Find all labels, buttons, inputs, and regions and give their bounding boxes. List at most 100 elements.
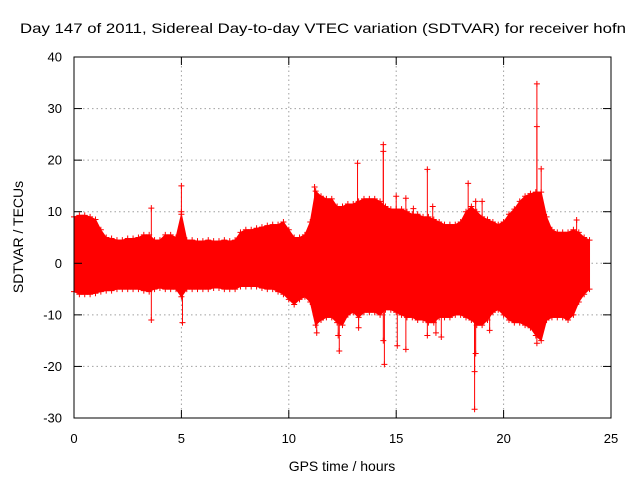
sdtvar-max-marker — [328, 195, 335, 202]
sdtvar-min-marker — [312, 322, 319, 329]
y-tick-label: -30 — [43, 411, 62, 426]
y-tick-labels: -30 -20 -10 0 10 20 30 40 — [43, 50, 62, 426]
sdtvar-max-marker — [377, 198, 384, 205]
sdtvar-min-marker — [242, 283, 249, 290]
sdtvar-min-marker — [393, 309, 400, 316]
sdtvar-max-marker — [140, 231, 147, 238]
sdtvar-min-marker — [285, 296, 292, 303]
sdtvar-outlier-marker — [438, 334, 445, 341]
sdtvar-max-marker — [403, 208, 410, 215]
sdtvar-min-marker — [221, 286, 228, 293]
sdtvar-max-marker — [215, 238, 222, 245]
x-tick-label: 15 — [389, 431, 403, 446]
sdtvar-max-marker — [430, 216, 437, 223]
sdtvar-min-marker — [76, 291, 83, 298]
sdtvar-max-marker — [81, 212, 88, 219]
sdtvar-outlier-marker — [465, 180, 472, 187]
sdtvar-outlier-marker — [429, 203, 436, 210]
sdtvar-max-marker — [130, 235, 137, 242]
sdtvar-max-marker — [87, 213, 94, 220]
sdtvar-max-marker — [275, 221, 282, 228]
sdtvar-min-marker — [479, 322, 486, 329]
sdtvar-max-marker — [232, 237, 239, 244]
sdtvar-outlier-marker — [311, 183, 318, 190]
sdtvar-max-marker — [360, 195, 367, 202]
sdtvar-max-marker — [473, 208, 480, 215]
sdtvar-outlier-marker — [402, 195, 409, 202]
sdtvar-max-marker — [258, 224, 265, 231]
sdtvar-max-marker — [522, 193, 529, 200]
sdtvar-max-marker — [242, 226, 249, 233]
sdtvar-max-marker — [554, 229, 561, 236]
y-tick-label: 10 — [48, 204, 62, 219]
sdtvar-min-marker — [500, 311, 507, 318]
sdtvar-max-marker — [253, 225, 260, 232]
sdtvar-min-marker — [178, 293, 185, 300]
sdtvar-max-marker — [156, 237, 163, 244]
sdtvar-outlier-marker — [573, 216, 580, 223]
sdtvar-max-marker — [500, 219, 507, 226]
sdtvar-max-marker — [484, 216, 491, 223]
sdtvar-min-marker — [92, 290, 99, 297]
sdtvar-min-marker — [156, 285, 163, 292]
sdtvar-min-marker — [559, 314, 566, 321]
sdtvar-min-marker — [269, 286, 276, 293]
sdtvar-max-marker — [527, 190, 534, 197]
sdtvar-min-marker — [468, 317, 475, 324]
sdtvar-max-marker — [452, 221, 459, 228]
sdtvar-min-marker — [162, 286, 169, 293]
sdtvar-max-marker — [226, 238, 233, 245]
sdtvar-max-marker — [420, 213, 427, 220]
sdtvar-min-marker — [307, 298, 314, 305]
sdtvar-max-marker — [162, 231, 169, 238]
plot-axes — [73, 56, 612, 419]
sdtvar-max-marker — [237, 229, 244, 236]
sdtvar-max-marker — [264, 222, 271, 229]
sdtvar-outlier-marker — [533, 80, 540, 87]
sdtvar-outlier-marker — [538, 165, 545, 172]
sdtvar-max-marker — [285, 226, 292, 233]
sdtvar-min-marker — [232, 286, 239, 293]
sdtvar-min-marker — [570, 311, 577, 318]
sdtvar-min-marker — [575, 298, 582, 305]
sdtvar-max-marker — [344, 200, 351, 207]
sdtvar-max-marker — [387, 206, 394, 213]
sdtvar-max-marker — [167, 231, 174, 238]
sdtvar-min-marker — [215, 285, 222, 292]
sdtvar-outlier-marker — [380, 141, 387, 148]
sdtvar-outlier-marker — [178, 208, 185, 215]
sdtvar-min-marker — [505, 317, 512, 324]
sdtvar-min-marker — [522, 322, 529, 329]
sdtvar-min-marker — [130, 286, 137, 293]
sdtvar-max-marker — [559, 229, 566, 236]
sdtvar-max-marker — [495, 221, 502, 228]
sdtvar-outlier-marker — [393, 193, 400, 200]
sdtvar-min-marker — [81, 291, 88, 298]
sdtvar-outlier-marker — [410, 205, 417, 212]
sdtvar-min-marker — [387, 306, 394, 313]
sdtvar-outlier-marker — [486, 327, 493, 334]
sdtvar-min-marker — [296, 296, 303, 303]
sdtvar-max-marker — [425, 213, 432, 220]
sdtvar-max-marker — [318, 193, 325, 200]
sdtvar-min-marker — [113, 286, 120, 293]
sdtvar-max-marker — [586, 237, 593, 244]
sdtvar-max-marker — [414, 211, 421, 218]
sdtvar-min-marker — [581, 291, 588, 298]
sdtvar-min-marker — [543, 317, 550, 324]
sdtvar-min-marker — [183, 286, 190, 293]
sdtvar-min-marker — [97, 288, 104, 295]
sdtvar-min-marker — [452, 311, 459, 318]
sdtvar-outlier-marker — [148, 317, 155, 324]
sdtvar-outlier-marker — [533, 123, 540, 130]
x-tick-label: 10 — [282, 431, 296, 446]
sdtvar-max-marker — [189, 237, 196, 244]
sdtvar-max-marker — [280, 219, 287, 226]
sdtvar-min-marker — [425, 319, 432, 326]
sdtvar-min-marker — [103, 287, 110, 294]
y-tick-label: -20 — [43, 359, 62, 374]
sdtvar-min-marker — [291, 301, 298, 308]
sdtvar-min-marker — [398, 311, 405, 318]
x-tick-label: 25 — [604, 431, 618, 446]
